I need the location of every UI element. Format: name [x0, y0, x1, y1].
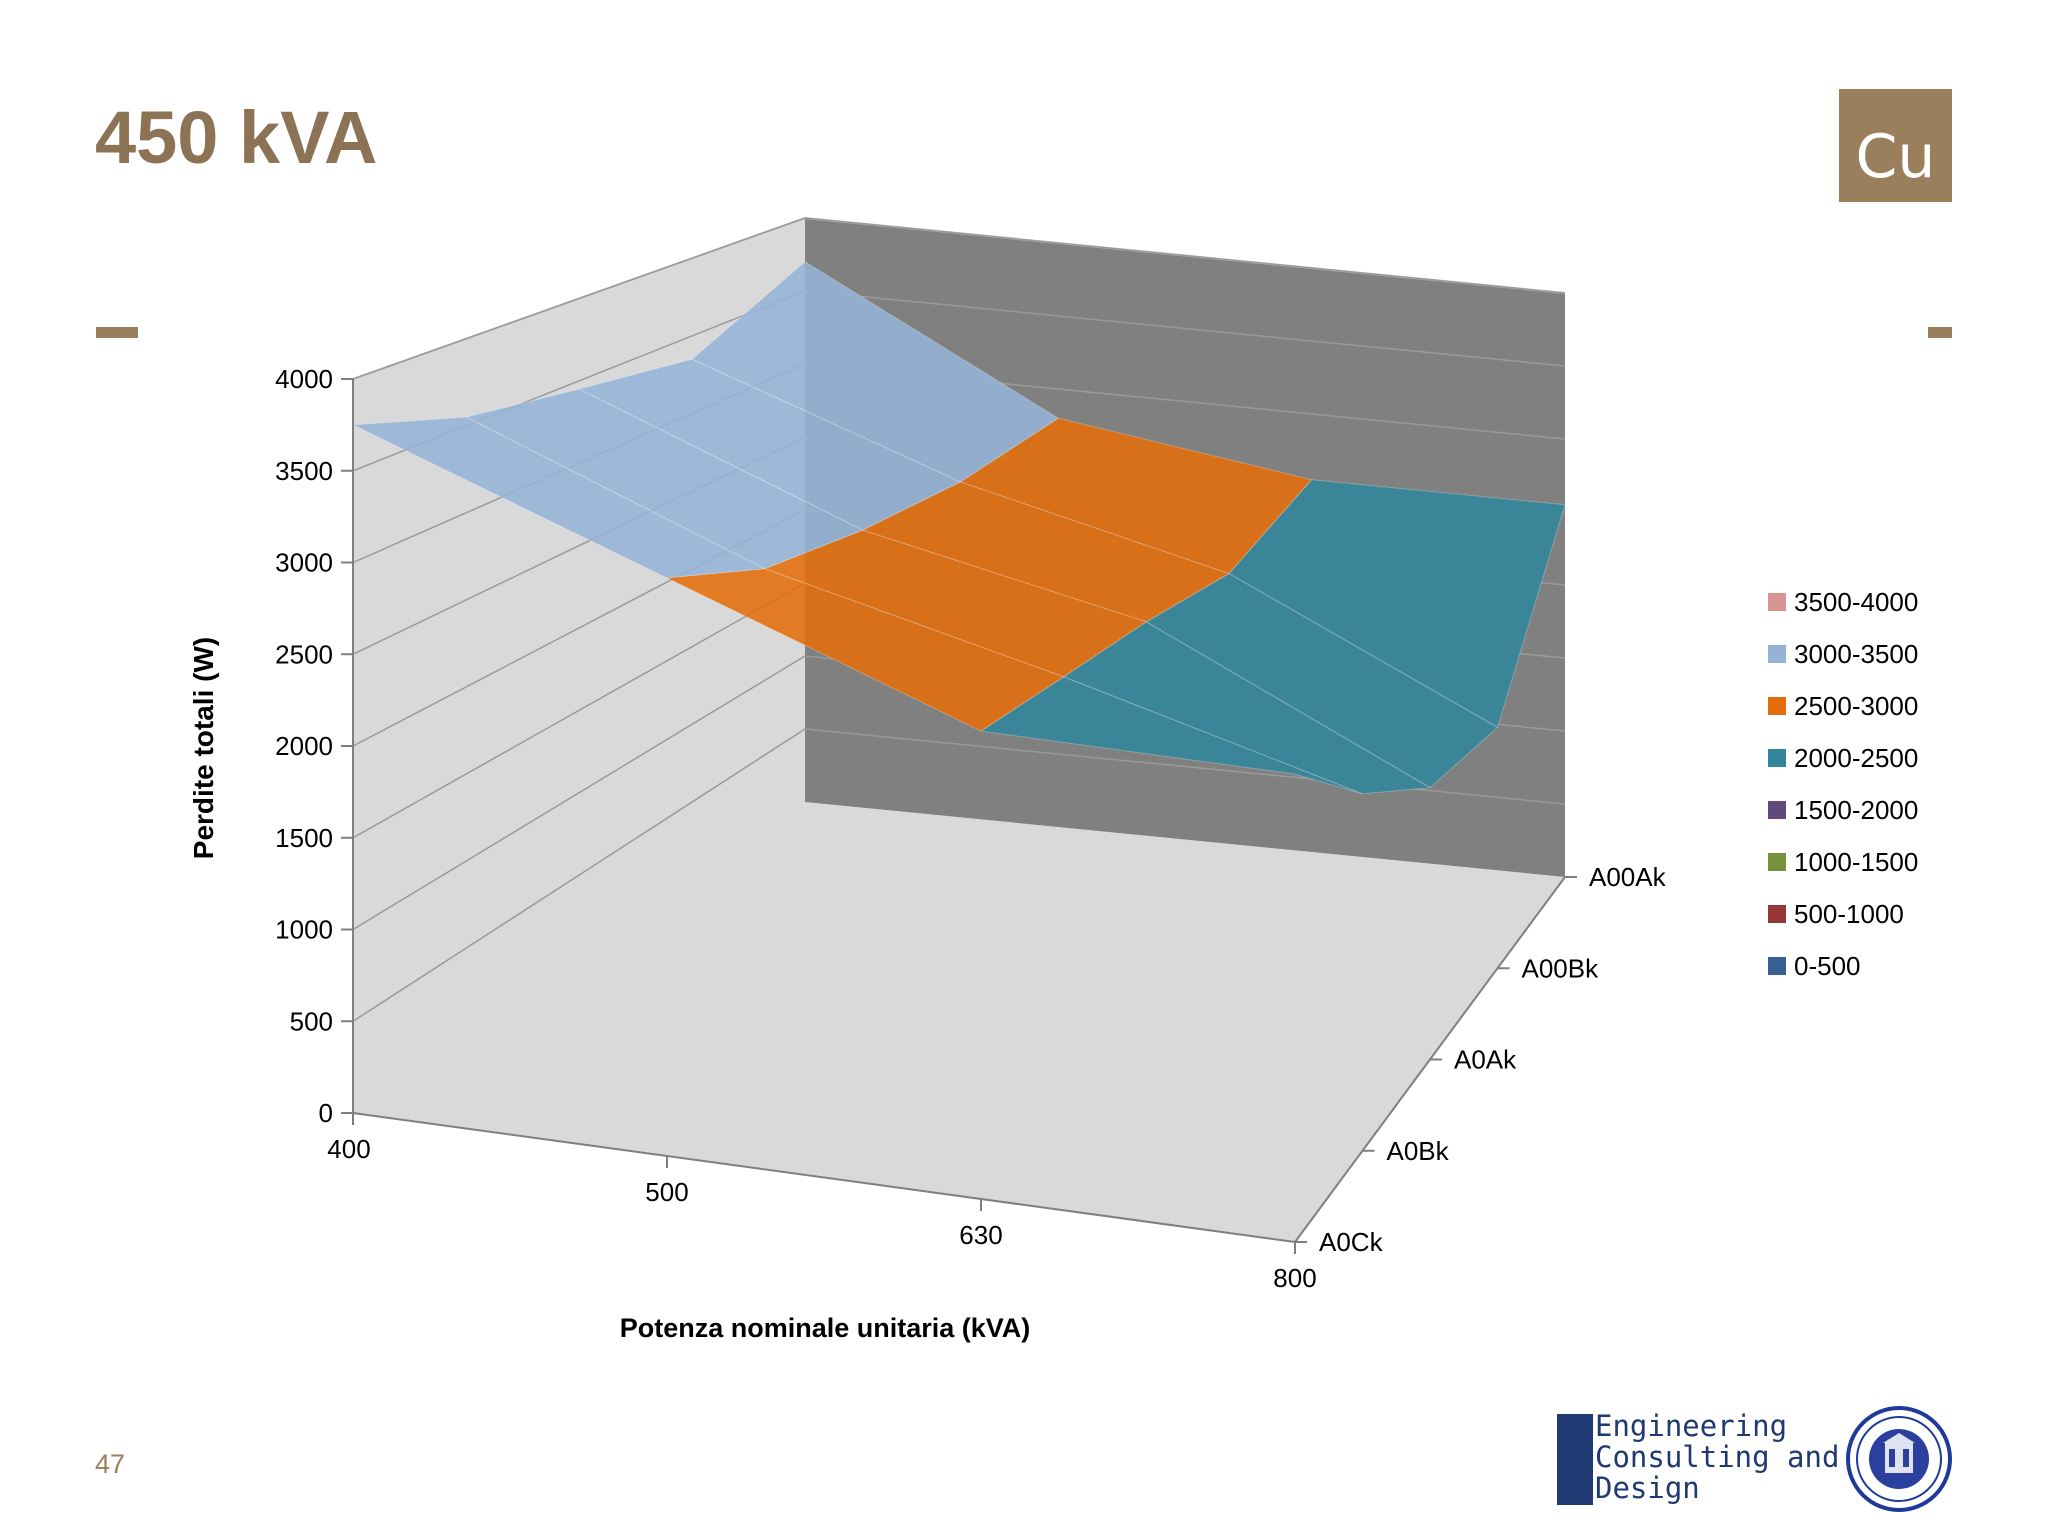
z-tick-label: 500 — [290, 1006, 333, 1036]
legend-swatch — [1768, 957, 1786, 975]
legend-label: 3000-3500 — [1794, 639, 1918, 669]
chart-legend: 3500-4000 3000-3500 2500-3000 2000-2500 1500… — [1768, 587, 1918, 981]
page-number: 47 — [95, 1449, 126, 1479]
legend-label: 500-1000 — [1794, 899, 1904, 929]
z-tick-label: 4000 — [275, 364, 333, 394]
z-gridline — [352, 217, 1566, 380]
z-tick-label: 2000 — [275, 731, 333, 761]
x-axis-title: Potenza nominale unitaria (kVA) — [620, 1313, 1031, 1343]
accent-dash-right — [1928, 327, 1952, 338]
x-tick-label: 800 — [1273, 1263, 1316, 1293]
legend-swatch — [1768, 749, 1786, 767]
legend-label: 3500-4000 — [1794, 587, 1918, 617]
x-tick-label: 400 — [327, 1134, 370, 1164]
depth-tick-label: A00Ak — [1589, 862, 1667, 892]
depth-tick-label: A00Bk — [1522, 953, 1600, 983]
legend-label: 0-500 — [1794, 951, 1861, 981]
legend-swatch — [1768, 697, 1786, 715]
legend-swatch — [1768, 593, 1786, 611]
surface-patch — [979, 676, 1363, 795]
accent-dash-left — [96, 327, 138, 338]
chart-floor — [353, 802, 1565, 1242]
legend-swatch — [1768, 801, 1786, 819]
slide-title: 450 kVA — [95, 96, 378, 179]
depth-tick-label: A0Ak — [1454, 1045, 1517, 1075]
university-seal-icon — [1846, 1406, 1952, 1512]
legend-label: 1500-2000 — [1794, 795, 1918, 825]
z-tick-label: 1500 — [275, 823, 333, 853]
chart-surface — [351, 261, 1566, 795]
x-tick-label: 630 — [959, 1220, 1002, 1250]
z-tick-label: 1000 — [275, 915, 333, 945]
z-gridline — [352, 728, 1566, 1022]
legend-swatch — [1768, 905, 1786, 923]
legend-swatch — [1768, 645, 1786, 663]
ecd-logo-line1: Engineering — [1595, 1409, 1788, 1443]
chart-axes: 0 500 1000 1500 2000 2500 3000 3500 4000 400 500 63… — [188, 364, 1667, 1343]
z-tick-label: 3000 — [275, 548, 333, 578]
legend-label: 2000-2500 — [1794, 743, 1918, 773]
ecd-logo: Engineering Consulting and Design — [1557, 1409, 1839, 1507]
ecd-logo-line3: Design — [1595, 1471, 1700, 1505]
ecd-logo-bar — [1557, 1414, 1593, 1505]
legend-label: 1000-1500 — [1794, 847, 1918, 877]
depth-tick-label: A0Bk — [1387, 1136, 1450, 1166]
x-axis-line — [352, 1112, 1296, 1243]
legend-swatch — [1768, 853, 1786, 871]
ecd-logo-line2: Consulting and — [1595, 1440, 1840, 1474]
legend-label: 2500-3000 — [1794, 691, 1918, 721]
copper-badge: Cu — [1839, 89, 1952, 202]
y-axis-title: Perdite totali (W) — [188, 637, 219, 859]
z-tick-label: 3500 — [275, 456, 333, 486]
depth-tick-label: A0Ck — [1319, 1227, 1384, 1257]
surface-patch — [1062, 621, 1432, 795]
x-tick-label: 500 — [645, 1177, 688, 1207]
z-tick-label: 2500 — [275, 639, 333, 669]
z-tick-label: 0 — [319, 1098, 333, 1128]
